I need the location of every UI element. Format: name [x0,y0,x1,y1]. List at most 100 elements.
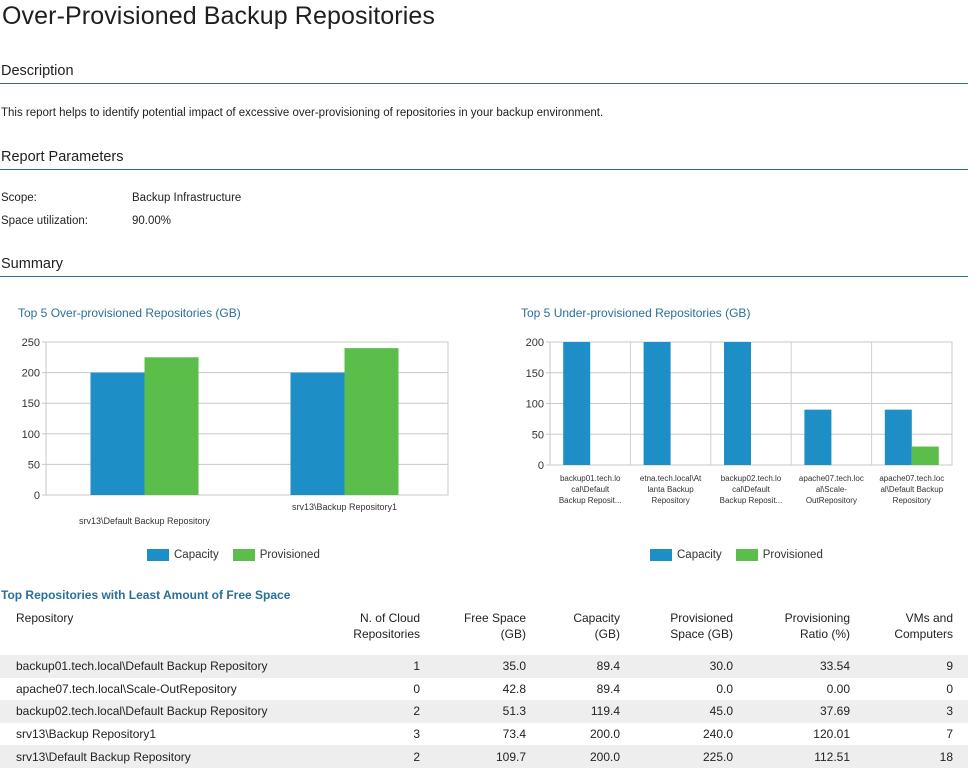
legend-item-capacity: Capacity [147,549,219,561]
chart-under-provisioned: 0 50 100 150 200 backup01.tech.lo cal\Default B… [526,337,953,505]
legend-item-capacity: Capacity [650,549,722,561]
chart-over-provisioned-legend: Capacity Provisioned [147,549,334,561]
x-tick-label: Repository [893,496,931,505]
x-tick-label: cal\Default [571,485,610,494]
y-tick-label: 150 [526,368,544,380]
cell-provisioning-ratio: 33.54 [733,655,850,678]
bar-capacity [884,409,912,465]
col-header-repository: Repository [16,611,74,625]
chart-under-provisioned-title: Top 5 Under-provisioned Repositories (GB… [521,306,751,320]
cell-provisioning-ratio: 37.69 [733,700,850,723]
bar-provisioned [344,348,399,495]
x-tick-label: Backup Reposit... [720,496,783,505]
param-space-label: Space utilization: [1,215,88,227]
x-tick-label: lanta Backup [647,485,694,494]
bar-capacity [90,372,145,495]
col-header-line: (GB) [594,627,620,641]
col-header-line: Ratio (%) [799,627,850,641]
chart-under-provisioned-legend: Capacity Provisioned [650,549,837,561]
legend-swatch-provisioned [232,549,255,561]
cell-capacity: 89.4 [526,655,620,678]
cell-repository: srv13\Backup Repository1 [16,727,157,742]
param-space-row: Space utilization: 90.00% [1,215,171,227]
cell-provisioned-space: 30.0 [620,655,733,678]
bar-capacity [563,342,591,465]
bar-provisioned [144,357,199,495]
col-header-line: N. of Cloud [359,611,420,625]
y-tick-label: 150 [22,398,40,410]
bar-provisioned [911,446,939,465]
col-header-capacity: Capacity (GB) [526,608,620,655]
cell-vms-computers: 18 [850,745,968,768]
bar-capacity [804,409,832,465]
table-title: Top Repositories with Least Amount of Fr… [1,588,291,602]
param-scope-row: Scope: Backup Infrastructure [1,192,241,204]
cell-provisioned-space: 225.0 [620,745,733,768]
cell-free-space: 51.3 [420,700,526,723]
x-tick-label: apache07.tech.loc [879,474,944,483]
x-tick-label: srv13\Default Backup Repository [79,516,211,526]
x-tick-label: srv13\Backup Repository1 [292,502,397,512]
table-header-row: Repository N. of Cloud Repositories Free … [0,608,968,655]
col-header-line: (GB) [500,627,526,641]
cell-capacity: 200.0 [526,745,620,768]
cell-provisioned-space: 0.0 [716,681,733,696]
page-title: Over-Provisioned Backup Repositories [2,2,435,30]
cell-capacity: 200.0 [589,727,620,742]
cell-free-space: 35.0 [420,655,526,678]
cell-vms-computers: 9 [850,655,968,678]
cell-cloud-repositories: 1 [320,655,420,678]
cell-free-space: 73.4 [502,727,526,742]
y-tick-label: 250 [22,337,40,349]
col-header-line: Capacity [573,611,620,625]
param-scope-label: Scope: [1,192,37,204]
cell-cloud-repositories: 0 [413,681,420,696]
col-header-vms-computers: VMs and Computers [850,608,968,655]
col-header-provisioning-ratio: Provisioning Ratio (%) [733,608,850,655]
x-tick-label: cal\Default [732,485,771,494]
cell-cloud-repositories: 2 [320,700,420,723]
cell-free-space: 42.8 [502,681,526,696]
x-tick-label: Backup Reposit... [559,496,622,505]
col-header-cloud-repositories: N. of Cloud Repositories [320,608,420,655]
x-tick-label: al\Scale- [816,485,847,494]
col-header-line: Free Space [463,611,526,625]
cell-vms-computers: 3 [850,700,968,723]
legend-label-capacity: Capacity [677,549,722,561]
table-row: srv13\Default Backup Repository 2 109.7 … [0,745,968,768]
repositories-table: Repository N. of Cloud Repositories Free … [0,608,968,768]
x-tick-label: backup01.tech.lo [560,474,621,483]
y-tick-label: 200 [526,337,544,349]
table-row: apache07.tech.local\Scale-OutRepository … [0,678,968,701]
table-row: backup01.tech.local\Default Backup Repos… [0,655,968,678]
legend-item-provisioned: Provisioned [232,549,320,561]
col-header-line: Repositories [353,627,420,641]
x-tick-label: apache07.tech.loc [799,474,864,483]
legend-swatch-capacity [147,549,169,561]
cell-provisioning-ratio: 120.01 [813,727,850,742]
param-scope-value: Backup Infrastructure [132,192,242,204]
table-row: srv13\Backup Repository1 3 73.4 200.0 24… [0,723,968,746]
y-tick-label: 100 [22,429,40,441]
x-tick-label: OutRepository [806,496,857,505]
x-tick-label: Repository [651,496,689,505]
col-header-line: Provisioning [784,611,850,625]
x-tick-label: al\Default Backup [880,485,943,494]
y-tick-label: 50 [28,459,40,471]
chart-over-provisioned: 0 50 100 150 200 250 srv13\Default Backup Repo… [22,337,449,526]
bar-capacity [290,372,345,495]
legend-swatch-provisioned [735,549,758,561]
col-header-line: Provisioned [670,611,733,625]
legend-swatch-capacity [650,549,672,561]
param-space-value: 90.00% [132,215,172,227]
section-summary-heading: Summary [0,256,968,277]
col-header-provisioned-space: Provisioned Space (GB) [620,608,733,655]
table-row: backup02.tech.local\Default Backup Repos… [0,700,968,723]
cell-repository: backup02.tech.local\Default Backup Repos… [0,700,320,723]
cell-provisioned-space: 240.0 [702,727,733,742]
cell-vms-computers: 7 [946,727,953,742]
y-tick-label: 200 [22,368,40,380]
y-tick-label: 0 [34,490,40,502]
legend-item-provisioned: Provisioned [735,549,823,561]
section-parameters-heading: Report Parameters [0,149,968,170]
